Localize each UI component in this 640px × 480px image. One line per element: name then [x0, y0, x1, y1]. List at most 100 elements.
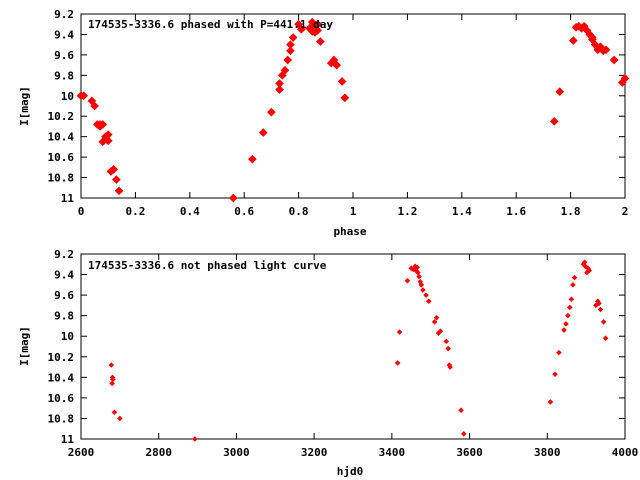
- y-tick-label: 10.8: [48, 412, 75, 425]
- x-axis-label: hjd0: [337, 465, 364, 478]
- unphased-light-curve-panel: 9.2 9.4 9.6 9.8 10 10.2 10.4 10.6 10.8 11 2600 280…: [18, 248, 638, 478]
- data-point: [601, 45, 611, 55]
- data-point: [98, 120, 108, 129]
- x-tick-label: 3000: [223, 446, 250, 459]
- data-point: [117, 415, 123, 422]
- y-tick-label: 10: [61, 90, 74, 103]
- data-point: [552, 371, 558, 378]
- y-tick-label: 9.6: [54, 289, 74, 302]
- data-point: [394, 360, 401, 366]
- data-point: [414, 264, 420, 271]
- data-point: [602, 335, 609, 342]
- chart-title: 174535-3336.6 not phased light curve: [88, 259, 327, 272]
- data-point: [286, 46, 295, 56]
- y-tick-label: 10.2: [48, 110, 75, 123]
- data-point: [620, 74, 630, 83]
- data-point: [433, 314, 440, 321]
- y-tick-label: 9.8: [54, 69, 74, 82]
- data-point: [597, 306, 604, 313]
- data-point: [280, 65, 290, 75]
- x-tick-label: 0.8: [289, 205, 309, 218]
- chart-title: 174535-3336.6 phased with P=441.1 day: [88, 18, 333, 31]
- y-tick-label: 10.2: [48, 351, 75, 364]
- data-point: [108, 362, 115, 368]
- data-point: [596, 300, 602, 307]
- data-point: [103, 136, 113, 146]
- data-point: [443, 338, 450, 345]
- data-point: [410, 266, 416, 273]
- data-point: [111, 409, 118, 416]
- data-point: [600, 319, 607, 325]
- data-point: [79, 91, 89, 101]
- data-point: [549, 117, 559, 126]
- data-point: [275, 85, 284, 94]
- y-tick-label: 9.2: [54, 8, 74, 21]
- x-tick-label: 0.2: [125, 205, 145, 218]
- data-point: [426, 298, 432, 305]
- data-point: [248, 154, 257, 164]
- y-tick-label: 10.6: [48, 151, 75, 164]
- data-point: [588, 35, 597, 44]
- data-point: [568, 36, 578, 45]
- data-point: [556, 349, 562, 356]
- y-tick-label: 9.6: [54, 49, 74, 62]
- data-point: [447, 364, 453, 370]
- data-point: [109, 165, 118, 174]
- data-point: [396, 329, 403, 335]
- data-point: [561, 327, 567, 333]
- y-tick-label: 10.4: [48, 131, 75, 144]
- data-point: [316, 37, 325, 46]
- data-point: [329, 55, 339, 65]
- data-point: [570, 282, 576, 288]
- data-point: [277, 71, 287, 80]
- y-tick-label: 11: [61, 192, 75, 205]
- data-point: [563, 321, 569, 327]
- data-point: [283, 55, 293, 65]
- data-point: [567, 304, 573, 311]
- data-point: [418, 282, 425, 288]
- data-point: [420, 287, 426, 293]
- y-tick-label: 9.4: [54, 269, 74, 282]
- y-axis-label: I[mag]: [18, 326, 31, 366]
- data-point: [437, 328, 444, 334]
- data-point: [431, 319, 438, 325]
- x-tick-label: 2800: [145, 446, 172, 459]
- y-tick-label: 10: [61, 330, 74, 343]
- x-axis-ticks: 0 0.2 0.4 0.6 0.8 1 1.2 1.4 1.6 1.8 2: [78, 14, 629, 218]
- data-point: [571, 274, 578, 281]
- data-point: [296, 25, 306, 34]
- y-tick-label: 9.8: [54, 310, 74, 323]
- data-point: [90, 101, 99, 111]
- x-tick-label: 1.4: [452, 205, 472, 218]
- data-points: [108, 259, 609, 442]
- data-point: [294, 19, 303, 29]
- data-point: [109, 380, 115, 387]
- y-tick-label: 10.8: [48, 172, 75, 185]
- data-point: [458, 407, 464, 413]
- x-tick-label: 0.6: [234, 205, 254, 218]
- data-point: [593, 302, 599, 309]
- data-point: [423, 292, 429, 298]
- y-tick-label: 9.4: [54, 28, 74, 41]
- y-tick-label: 10.4: [48, 371, 75, 384]
- x-axis-ticks: 2600 2800 3000 3200 3400 3600 3800 4000: [68, 254, 638, 459]
- y-tick-label: 11: [61, 433, 75, 446]
- x-tick-label: 0: [78, 205, 85, 218]
- data-point: [340, 93, 350, 103]
- data-point: [192, 436, 198, 442]
- data-point: [258, 128, 268, 137]
- x-tick-label: 0.4: [180, 205, 200, 218]
- data-points: [76, 17, 630, 203]
- data-point: [110, 376, 116, 383]
- data-point: [586, 267, 593, 274]
- plot-area-frame: [80, 253, 626, 440]
- data-point: [288, 33, 298, 42]
- x-tick-label: 1.6: [506, 205, 526, 218]
- x-tick-label: 3400: [379, 446, 406, 459]
- data-point: [313, 26, 322, 35]
- data-point: [404, 277, 411, 284]
- data-point: [112, 175, 121, 184]
- data-point: [267, 107, 276, 117]
- x-tick-label: 2: [622, 205, 629, 218]
